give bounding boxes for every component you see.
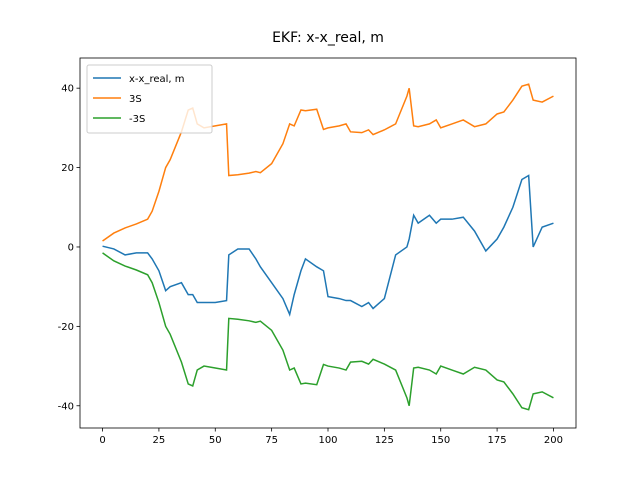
x-tick-label: 100 [318, 435, 337, 446]
legend: x-x_real, m 3S -3S [86, 64, 213, 134]
x-tick-label: 25 [153, 435, 166, 446]
plot-frame [79, 57, 577, 429]
legend-label: 3S [129, 94, 142, 105]
x-tick-label: 150 [431, 435, 450, 446]
y-tick-label: 0 [68, 242, 74, 253]
x-tick-label: 50 [209, 435, 222, 446]
series-line [102, 174, 554, 317]
y-tick-label: 20 [61, 163, 74, 174]
series-line [102, 252, 554, 411]
x-tick-label: 0 [99, 435, 105, 446]
legend-label: -3S [129, 114, 145, 125]
y-tick-label: -40 [58, 401, 74, 412]
x-tick-label: 200 [544, 435, 563, 446]
legend-box [86, 64, 213, 134]
x-tick-label: 175 [488, 435, 507, 446]
chart-title: EKF: x-x_real, m [272, 30, 384, 46]
y-tick-label: 40 [61, 84, 74, 95]
legend-label: x-x_real, m [129, 74, 185, 85]
x-tick-label: 125 [375, 435, 394, 446]
y-tick-label: -20 [58, 322, 74, 333]
x-tick-label: 75 [265, 435, 278, 446]
